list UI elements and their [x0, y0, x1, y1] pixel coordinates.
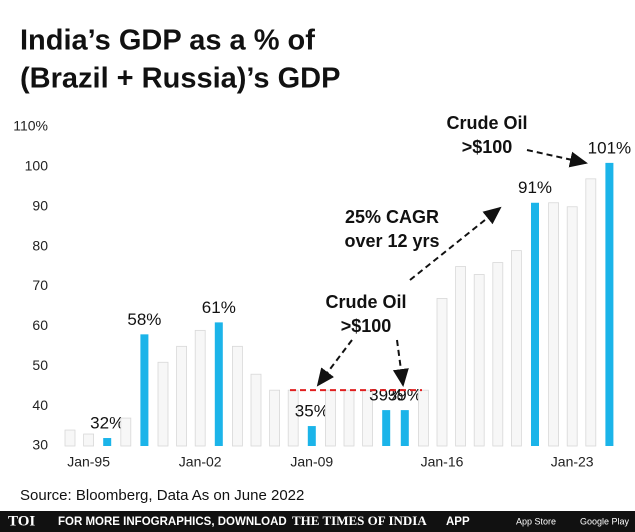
chart-title: (Brazil + Russia)’s GDP	[20, 63, 340, 95]
y-tick-label: 90	[32, 197, 48, 213]
bar	[585, 178, 597, 447]
y-tick-label: 40	[32, 397, 48, 413]
bar	[436, 298, 448, 447]
bar	[120, 417, 132, 447]
footer-app: APP	[446, 516, 470, 528]
footer-brand: TOI	[8, 513, 35, 529]
value-label: 91%	[518, 178, 552, 197]
y-tick-label: 30	[32, 437, 48, 453]
arrow	[526, 149, 588, 168]
arrow	[392, 339, 409, 387]
y-tick-label: 110%	[13, 118, 48, 134]
bar	[231, 345, 243, 447]
bar	[566, 206, 578, 447]
footer-bar	[0, 511, 635, 532]
bar	[492, 262, 504, 447]
bar	[531, 202, 539, 446]
x-tick-label: Jan-09	[290, 454, 333, 470]
value-label: 39%	[388, 386, 422, 405]
footer-text: FOR MORE INFOGRAPHICS, DOWNLOAD	[58, 516, 287, 528]
footer-paper: THE TIMES OF INDIA	[292, 513, 427, 528]
y-tick-label: 80	[32, 237, 48, 253]
annotation: 25% CAGR	[345, 207, 439, 227]
annotation: Crude Oil	[325, 292, 406, 312]
bar	[362, 389, 374, 447]
app-store[interactable]: App Store	[516, 516, 556, 526]
bar	[510, 250, 522, 447]
annotation: over 12 yrs	[344, 231, 439, 251]
value-label: 58%	[127, 310, 161, 329]
chart-title: India’s GDP as a % of	[20, 25, 315, 57]
bar	[194, 329, 206, 447]
bar	[455, 266, 467, 447]
arrow	[316, 339, 353, 387]
bar	[400, 410, 409, 446]
x-tick-label: Jan-95	[67, 454, 110, 470]
bar	[382, 410, 391, 446]
x-tick-label: Jan-16	[421, 454, 464, 470]
bar	[548, 202, 559, 447]
bar	[176, 345, 188, 447]
bar	[83, 433, 94, 447]
x-tick-label: Jan-02	[179, 454, 222, 470]
value-label: 61%	[202, 298, 236, 317]
y-tick-label: 100	[25, 158, 49, 174]
value-label: 32%	[90, 414, 124, 433]
source: Source: Bloomberg, Data As on June 2022	[20, 487, 304, 504]
bar	[157, 361, 169, 447]
y-tick-label: 50	[32, 357, 48, 373]
bar	[324, 389, 336, 447]
annotation: Crude Oil	[446, 113, 527, 133]
bar	[343, 389, 355, 447]
bar	[307, 426, 316, 446]
y-tick-label: 70	[32, 277, 48, 293]
bar	[605, 162, 614, 446]
annotation: >$100	[341, 316, 392, 336]
bar	[64, 429, 76, 447]
bar	[140, 334, 149, 446]
x-tick-label: Jan-23	[551, 454, 594, 470]
bar	[269, 389, 281, 447]
bar	[417, 389, 429, 447]
value-label: 35%	[295, 402, 329, 421]
annotation: >$100	[462, 137, 513, 157]
bar	[473, 274, 485, 447]
bar	[103, 438, 112, 446]
bar	[250, 373, 262, 447]
value-label: 101%	[588, 138, 631, 157]
google-play[interactable]: Google Play	[580, 516, 630, 526]
bar	[214, 322, 223, 446]
y-tick-label: 60	[32, 317, 48, 333]
